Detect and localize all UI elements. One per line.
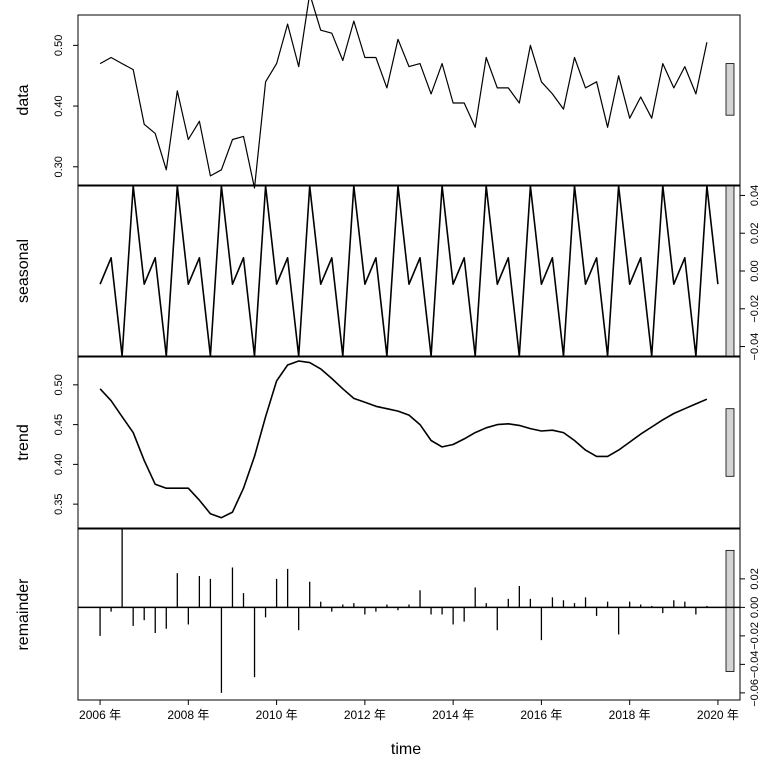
y-tick-label-remainder: 0.02 xyxy=(749,568,761,589)
panel-label-remainder: remainder xyxy=(15,578,32,651)
series-line-seasonal xyxy=(99,185,719,357)
x-tick-label: 2016 年 xyxy=(520,708,562,722)
y-tick-label-seasonal: −0.02 xyxy=(749,295,761,323)
panel-frame-remainder xyxy=(77,528,741,701)
x-tick-label: 2014 年 xyxy=(432,708,474,722)
y-tick-label-trend: 0.45 xyxy=(53,414,65,435)
y-tick-label-trend: 0.40 xyxy=(53,454,65,475)
y-tick-label-seasonal: 0.00 xyxy=(749,260,761,281)
y-tick-label-remainder: −0.06 xyxy=(749,679,761,707)
panel-seasonal: seasonal −0.04 −0.02 0.00 0.02 0.04 xyxy=(15,185,761,361)
y-tick-label-data: 0.50 xyxy=(53,35,65,56)
y-tick-label-seasonal: 0.04 xyxy=(749,185,761,206)
panel-trend: trend 0.35 0.40 0.45 0.50 xyxy=(15,356,741,529)
scale-bar-remainder xyxy=(725,549,735,672)
scale-bar-data xyxy=(725,63,735,116)
panel-label-trend: trend xyxy=(15,424,32,460)
x-tick-label: 2020 年 xyxy=(697,708,739,722)
x-tick-label: 2008 年 xyxy=(167,708,209,722)
panel-remainder: remainder −0.06−0.04−0.02 0.00 0.02 xyxy=(15,528,761,707)
series-line-trend xyxy=(99,360,708,519)
panel-label-data: data xyxy=(15,84,32,115)
panels-layer: data0.300.400.50seasonal−0.04−0.020.000.… xyxy=(15,0,761,707)
y-tick-label-data: 0.40 xyxy=(53,95,65,116)
scale-bar-trend xyxy=(725,408,735,477)
panel-label-seasonal: seasonal xyxy=(15,239,32,303)
x-axis-title: time xyxy=(391,741,421,758)
panel-data: data 0.30 0.40 0.50 xyxy=(15,0,741,189)
x-tick-label: 2018 年 xyxy=(609,708,651,722)
x-tick-label: 2006 年 xyxy=(79,708,121,722)
y-tick-label-remainder: −0.04 xyxy=(749,650,761,678)
panel-frame-data xyxy=(77,14,741,186)
x-axis: 2006 年 2008 年 2010 年 2012 年 2014 年 2016 年 2018… xyxy=(79,700,739,722)
y-tick-label-remainder: 0.00 xyxy=(749,597,761,618)
y-tick-label-seasonal: 0.02 xyxy=(749,223,761,244)
y-tick-label-trend: 0.50 xyxy=(53,374,65,395)
y-tick-label-data: 0.30 xyxy=(53,156,65,177)
y-tick-label-seasonal: −0.04 xyxy=(749,333,761,361)
x-tick-label: 2010 年 xyxy=(256,708,298,722)
scale-bar-seasonal xyxy=(725,185,735,357)
panel-frame-trend xyxy=(77,356,741,529)
y-tick-label-remainder: −0.02 xyxy=(749,622,761,650)
x-tick-label: 2012 年 xyxy=(344,708,386,722)
y-tick-label-trend: 0.35 xyxy=(53,493,65,514)
series-line-data xyxy=(99,0,708,189)
